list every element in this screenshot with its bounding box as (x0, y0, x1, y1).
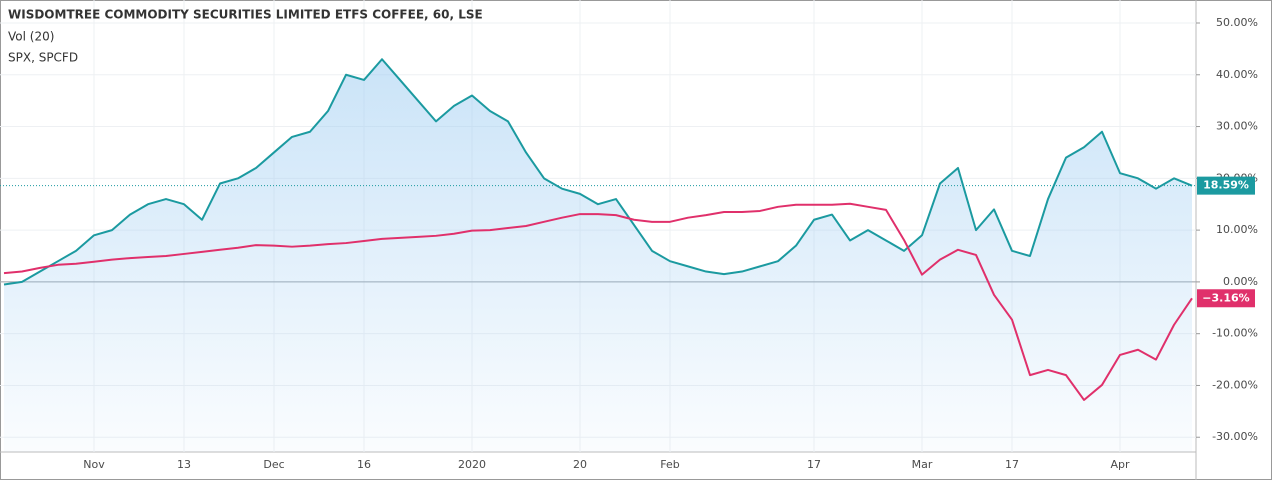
legend-title: WISDOMTREE COMMODITY SECURITIES LIMITED … (8, 8, 483, 22)
x-tick-label: 20 (573, 458, 587, 471)
x-tick-label: 17 (1005, 458, 1019, 471)
y-tick-label: 0.00% (1223, 275, 1258, 288)
legend-vol: Vol (20) (8, 30, 54, 44)
plot (0, 58, 1196, 452)
y-tick-label: 50.00% (1216, 16, 1258, 29)
y-tick-label: 30.00% (1216, 120, 1258, 133)
y-tick-label: -30.00% (1212, 430, 1258, 443)
x-tick-label: Nov (83, 458, 105, 471)
y-tick-label: 10.00% (1216, 223, 1258, 236)
last-value-label: −3.16% (1202, 291, 1249, 304)
x-tick-label: Feb (660, 458, 679, 471)
last-value-box (1197, 289, 1255, 308)
x-tick-label: Dec (263, 458, 284, 471)
x-tick-label: 13 (177, 458, 191, 471)
series-line (3, 202, 1193, 401)
y-tick-label: 40.00% (1216, 68, 1258, 81)
x-tick-label: Mar (912, 458, 933, 471)
x-tick-label: 16 (357, 458, 371, 471)
x-tick-label: Apr (1110, 458, 1130, 471)
series-line (3, 58, 1193, 286)
x-tick-label: 17 (807, 458, 821, 471)
y-tick-label: -10.00% (1212, 327, 1258, 340)
area (4, 59, 1192, 452)
legend-spx: SPX, SPCFD (8, 51, 78, 65)
y-tick-label: -20.00% (1212, 378, 1258, 391)
x-tick-label: 2020 (458, 458, 486, 471)
last-value-label: 18.59% (1203, 179, 1249, 192)
last-value-box (1197, 176, 1255, 195)
